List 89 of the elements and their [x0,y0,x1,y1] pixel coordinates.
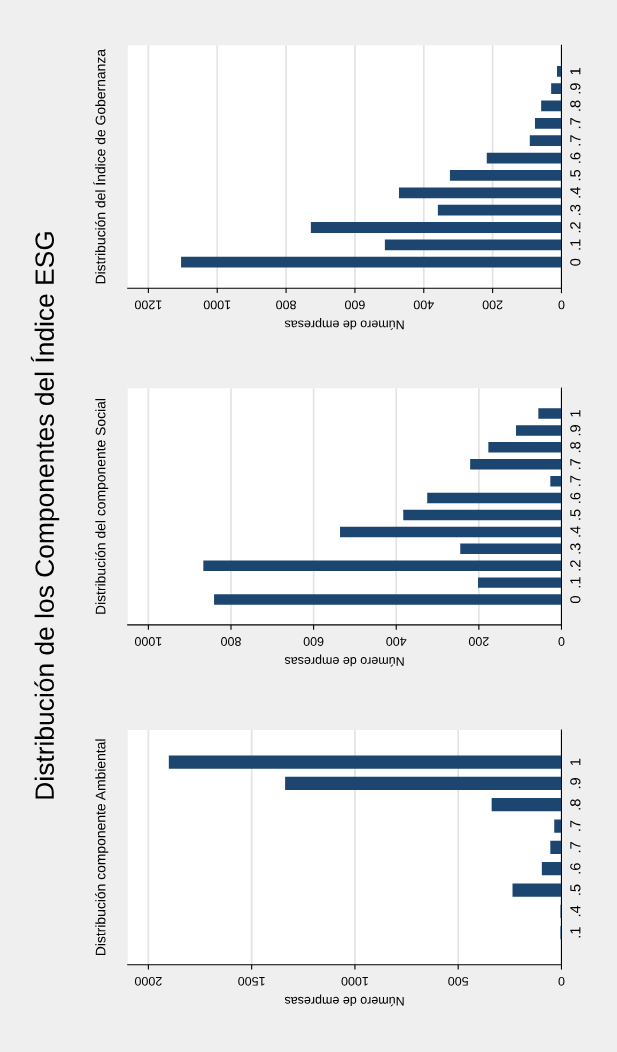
x-tick-label: 1500 [238,976,265,986]
bar [478,577,562,588]
bar [550,840,562,854]
x-tick-label: 200 [468,637,489,646]
bar [534,117,562,129]
y-tick-label: .5 [570,884,581,895]
y-tick-label: .2 [570,560,581,571]
bar [449,170,562,181]
bar [516,425,562,436]
bar [437,204,562,216]
x-axis-title: Número de empresas [284,994,404,1007]
bar [181,256,562,268]
y-tick-label: .9 [570,425,581,436]
x-tick-label: 0 [558,637,565,646]
text: Distribución componente Ambiental [95,739,109,956]
x-tick-label: 400 [413,300,434,310]
bar [285,776,562,791]
bar [538,408,562,419]
text: Distribución del Índice de Gobernanza [93,48,106,284]
bar [529,135,562,147]
y-tick-label: .1 [570,239,581,250]
y-tick-label: .3 [570,204,581,215]
bar [403,509,562,521]
bar [551,83,562,95]
bar [541,100,562,112]
x-tick-label: 1000 [341,976,368,986]
y-tick-label: .7 [570,820,581,831]
x-tick-label: 600 [344,300,365,310]
y-tick-label: .5 [570,169,581,181]
bar [554,819,562,833]
text: Distribución de los Componentes del Índice ESG [30,232,60,799]
x-tick-label: 400 [386,637,407,646]
y-tick-label: .5 [570,509,581,520]
y-tick-label: .8 [570,100,581,111]
y-tick-label: 1 [570,758,581,766]
bar [310,222,562,233]
x-axis-title: Número de empresas [284,654,404,667]
x-tick-label: 1000 [134,637,162,646]
y-tick-label: .1 [570,927,581,938]
y-tick-label: .6 [570,492,581,503]
bar [460,543,562,555]
y-tick-label: .4 [570,526,581,537]
x-tick-label: 1200 [134,300,162,310]
y-tick-label: 1 [570,410,581,417]
x-tick-label: 0 [558,300,565,310]
y-tick-label: .7 [570,135,581,146]
y-tick-label: .3 [570,543,581,554]
y-tick-label: .6 [570,863,581,874]
text: Distribución del componente Social [95,398,109,614]
bar [486,152,562,164]
y-tick-label: .7 [570,842,581,853]
y-tick-label: .4 [570,187,581,198]
y-tick-label: 0 [570,258,581,266]
y-tick-label: .7 [570,475,581,486]
y-tick-label: .8 [570,799,581,810]
bar [427,492,562,504]
y-tick-label: .7 [570,458,581,470]
x-tick-label: 2000 [134,976,162,986]
y-tick-label: .8 [570,441,581,453]
bar [384,239,562,251]
bar [550,475,562,487]
x-axis-title: Número de empresas [284,317,404,330]
bar [168,755,562,769]
x-tick-label: 0 [558,976,565,986]
bar [512,883,562,897]
y-tick-label: 1 [570,67,581,75]
y-tick-label: .2 [570,222,581,233]
x-tick-label: 800 [276,300,296,310]
y-tick-label: .7 [570,118,581,129]
bar [491,798,562,812]
y-tick-label: 0 [570,596,581,604]
bar [214,594,562,605]
bar [203,560,562,571]
bar [488,442,562,453]
y-tick-label: .4 [570,905,581,917]
bar [541,862,562,876]
y-tick-label: .9 [570,778,581,789]
y-tick-label: .9 [570,83,581,94]
x-tick-label: 800 [221,637,241,646]
y-tick-label: .6 [570,152,581,163]
x-tick-label: 1000 [203,300,231,310]
bar [470,459,562,470]
x-tick-label: 500 [448,976,469,986]
x-tick-label: 600 [303,637,324,646]
y-tick-label: .1 [570,577,581,588]
bar [398,187,562,199]
bar [556,65,562,77]
x-tick-label: 200 [482,300,503,310]
bar [340,526,562,538]
